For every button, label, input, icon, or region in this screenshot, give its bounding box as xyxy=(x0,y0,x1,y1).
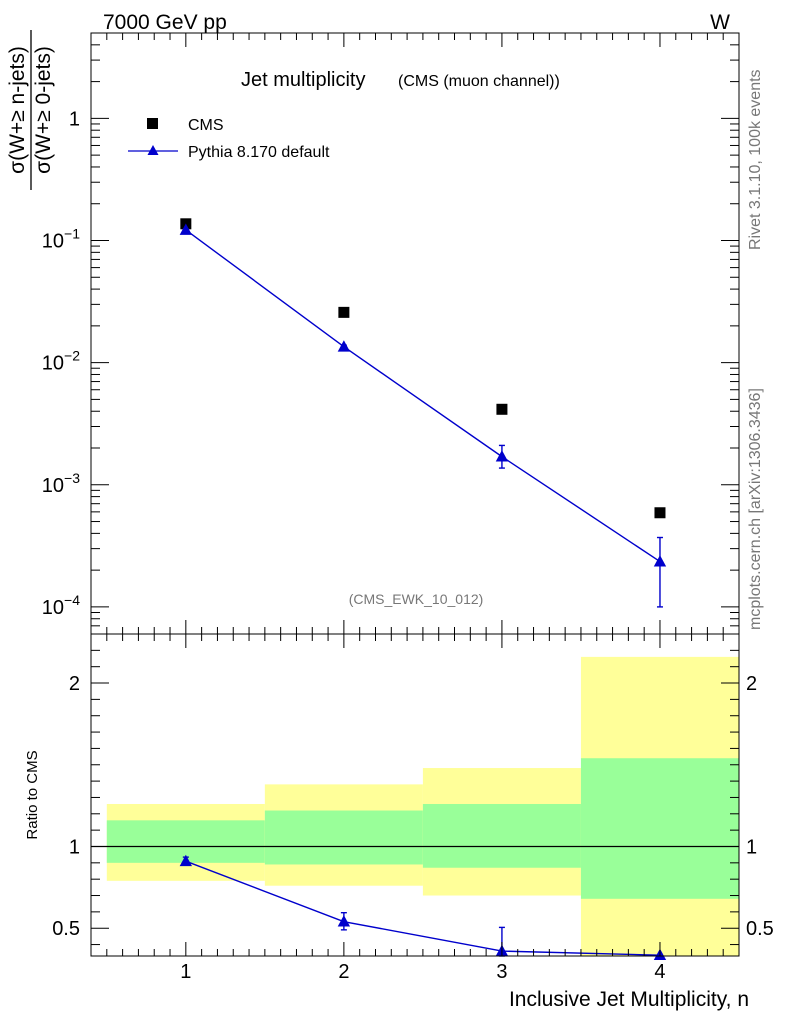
ratio-y-tick-label-right: 2 xyxy=(746,673,757,695)
ratio-pythia-point xyxy=(179,854,193,867)
pythia-line xyxy=(185,229,661,563)
stat-uncertainty-band xyxy=(422,803,581,868)
ratio-pythia-point xyxy=(337,915,351,927)
y-tick-label: 10−2 xyxy=(42,348,80,375)
x-axis-label: Inclusive Jet Multiplicity, n xyxy=(509,988,749,1011)
pythia-data-point xyxy=(653,555,667,567)
cms-data-point xyxy=(496,403,508,415)
legend-label-cms: CMS xyxy=(188,117,224,134)
x-tick-label: 2 xyxy=(338,961,349,983)
legend-marker-cms xyxy=(147,118,158,129)
source-label: mcplots.cern.ch [arXiv:1306.3436] xyxy=(747,388,764,630)
analysis-id-label: (CMS_EWK_10_012) xyxy=(349,591,484,607)
rivet-version-label: Rivet 3.1.10, 100k events xyxy=(747,69,764,250)
pythia-data-point xyxy=(495,450,509,462)
chart-subtitle: (CMS (muon channel)) xyxy=(398,73,560,90)
main-plot-content xyxy=(179,218,667,608)
main-panel: 1 10−1 10−2 10−3 10−4 Jet multiplicity (CMS … xyxy=(6,30,740,635)
ratio-y-tick-label-right: 0.5 xyxy=(746,918,774,940)
chart-title: Jet multiplicity xyxy=(241,69,365,91)
x-tick-label: 1 xyxy=(180,961,191,983)
legend: CMS Pythia 8.170 default xyxy=(128,117,330,161)
header-energy-label: 7000 GeV pp xyxy=(103,11,227,34)
y-tick-label: 10−3 xyxy=(42,470,80,497)
x-tick-label: 3 xyxy=(496,961,507,983)
y-tick-label: 1 xyxy=(69,108,80,130)
stat-uncertainty-band xyxy=(264,810,423,865)
cms-data-point xyxy=(338,306,350,318)
y-label-denominator: σ(W+≥ 0-jets) xyxy=(32,46,55,174)
pythia-data-point xyxy=(337,340,351,352)
ratio-panel: 0.5 0.5 1 1 2 2 1 2 3 4 Ratio to CMS Inclusive Je… xyxy=(24,633,774,1011)
ratio-y-tick-label: 0.5 xyxy=(52,918,80,940)
y-tick-label: 10−4 xyxy=(42,592,80,619)
ratio-plot-frame xyxy=(90,633,740,957)
ratio-y-tick-label: 2 xyxy=(69,673,80,695)
ratio-axes: 0.5 0.5 1 1 2 2 1 2 3 4 xyxy=(52,634,774,983)
ratio-y-tick-label: 1 xyxy=(69,836,80,858)
main-y-axis-label: σ(W+≥ n-jets) σ(W+≥ 0-jets) xyxy=(6,30,55,190)
pythia-data-point xyxy=(179,223,193,235)
main-axes: 1 10−1 10−2 10−3 10−4 xyxy=(42,32,740,635)
x-tick-label: 4 xyxy=(654,961,665,983)
legend-marker-pythia xyxy=(147,145,159,155)
y-tick-label: 10−1 xyxy=(42,226,80,253)
ratio-y-axis-label: Ratio to CMS xyxy=(24,750,41,839)
cms-data-point xyxy=(654,507,666,519)
header-process-label: W xyxy=(710,11,730,34)
legend-label-pythia: Pythia 8.170 default xyxy=(188,144,330,161)
ratio-y-tick-label-right: 1 xyxy=(746,836,757,858)
stat-uncertainty-band xyxy=(580,758,739,899)
ratio-plot-content xyxy=(91,656,739,961)
y-label-numerator: σ(W+≥ n-jets) xyxy=(6,46,29,174)
